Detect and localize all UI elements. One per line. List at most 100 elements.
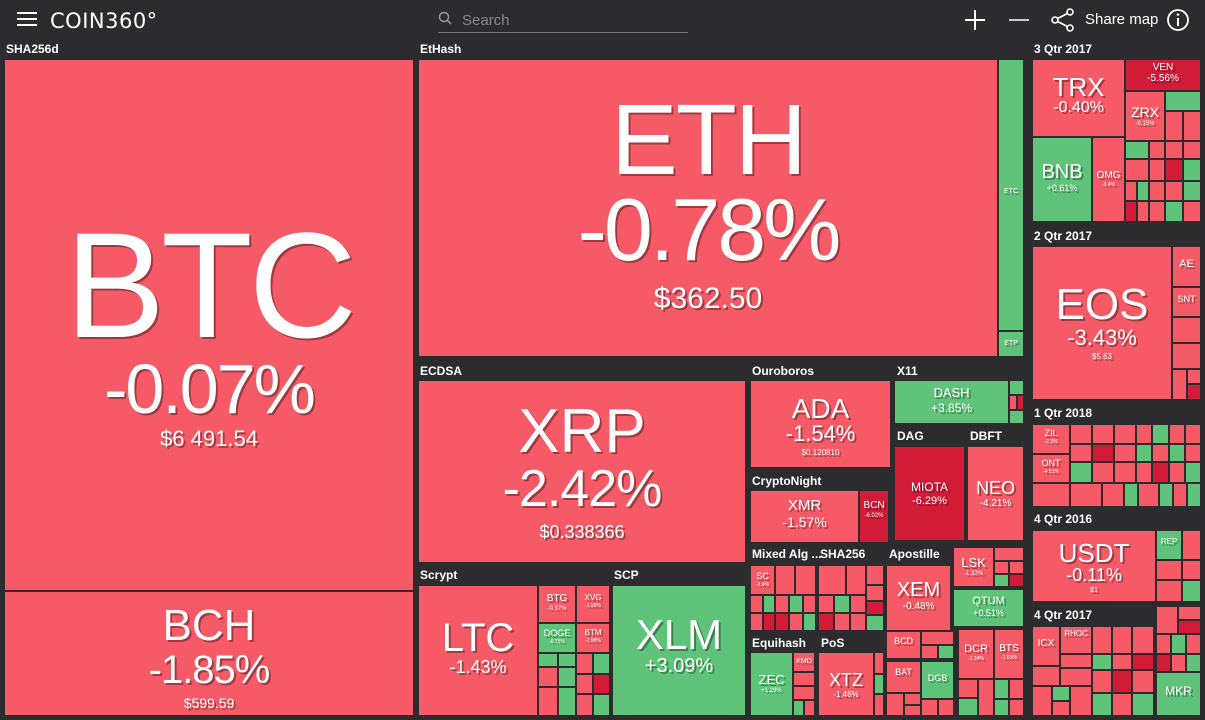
small-coin-tile[interactable] (1092, 444, 1114, 462)
small-coin-tile[interactable] (866, 601, 884, 615)
small-coin-tile[interactable] (1052, 701, 1070, 716)
small-coin-tile[interactable] (850, 595, 866, 613)
small-coin-tile[interactable] (775, 565, 795, 595)
small-coin-tile[interactable] (994, 574, 1009, 587)
small-coin-tile[interactable] (803, 595, 816, 613)
small-coin-tile[interactable] (1183, 111, 1201, 141)
coin-tile-bts[interactable]: BTS -1.53% (994, 629, 1024, 679)
small-coin-tile[interactable] (1149, 201, 1165, 222)
small-coin-tile[interactable] (1152, 444, 1169, 462)
small-coin-tile[interactable] (1070, 686, 1092, 716)
small-coin-tile[interactable] (1183, 159, 1201, 181)
small-coin-tile[interactable] (886, 693, 904, 716)
small-coin-tile[interactable] (1185, 444, 1201, 462)
small-coin-tile[interactable] (874, 674, 884, 694)
small-coin-tile[interactable] (775, 613, 789, 631)
small-coin-tile[interactable] (1149, 181, 1165, 201)
small-coin-tile[interactable] (994, 547, 1024, 561)
small-coin-tile[interactable] (763, 613, 775, 631)
small-coin-tile[interactable] (1169, 424, 1185, 444)
small-coin-tile[interactable] (834, 613, 850, 631)
coin-tile-icx[interactable]: ICX (1032, 626, 1060, 666)
coin-tile-ltc[interactable]: LTC -1.43% (418, 585, 538, 716)
small-coin-tile[interactable] (1183, 141, 1201, 159)
small-coin-tile[interactable] (1187, 483, 1201, 507)
coin-tile-eos[interactable]: EOS -3.43% $5.63 (1032, 246, 1172, 400)
coin-tile-zec[interactable]: ZEC +1.29% (750, 652, 793, 716)
small-coin-tile[interactable] (1125, 201, 1137, 222)
small-coin-tile[interactable] (1173, 483, 1187, 507)
small-coin-tile[interactable] (1114, 462, 1136, 483)
app-logo[interactable]: COIN360° (50, 9, 158, 33)
small-coin-tile[interactable] (1169, 462, 1185, 483)
small-coin-tile[interactable] (1052, 686, 1070, 701)
small-coin-tile[interactable] (1149, 159, 1165, 181)
coin-tile-btm[interactable]: BTM -1.98% (576, 623, 610, 653)
small-coin-tile[interactable] (1070, 424, 1092, 444)
small-coin-tile[interactable] (1070, 462, 1092, 483)
small-coin-tile[interactable] (1178, 620, 1201, 634)
coin-tile-qtum[interactable]: QTUM +0.51% (953, 589, 1024, 627)
small-coin-tile[interactable] (750, 595, 763, 613)
small-coin-tile[interactable] (1114, 444, 1136, 462)
coin-tile-xmr[interactable]: XMR -1.57% (750, 490, 859, 543)
small-coin-tile[interactable] (1183, 201, 1201, 222)
coin-tile-bat[interactable]: BAT (886, 661, 921, 693)
small-coin-tile[interactable] (1172, 317, 1201, 343)
small-coin-tile[interactable] (850, 613, 866, 631)
small-coin-tile[interactable] (1137, 181, 1149, 201)
coin-tile-ont[interactable]: ONT -4.51% (1032, 454, 1070, 483)
small-coin-tile[interactable] (1169, 444, 1185, 462)
small-coin-tile[interactable] (1092, 626, 1112, 654)
small-coin-tile[interactable] (1132, 670, 1154, 693)
coin-tile-mkr[interactable]: MKR (1156, 672, 1201, 716)
coin-tile-rep[interactable]: REP (1156, 530, 1182, 560)
small-coin-tile[interactable] (958, 679, 978, 698)
coin-tile-xtz[interactable]: XTZ -1.46% (818, 652, 874, 716)
small-coin-tile[interactable] (938, 699, 954, 716)
coin-tile-bcd[interactable]: BCD (886, 631, 921, 659)
small-coin-tile[interactable] (1009, 410, 1024, 424)
small-coin-tile[interactable] (804, 700, 815, 716)
small-coin-tile[interactable] (1165, 141, 1183, 159)
small-coin-tile[interactable] (1070, 444, 1092, 462)
coin-tile-snt[interactable]: SNT (1172, 287, 1201, 317)
coin-tile-dash[interactable]: DASH +3.85% (894, 380, 1009, 424)
small-coin-tile[interactable] (1182, 530, 1201, 560)
small-coin-tile[interactable] (818, 565, 846, 595)
small-coin-tile[interactable] (921, 699, 938, 716)
small-coin-tile[interactable] (1112, 693, 1132, 716)
small-coin-tile[interactable] (921, 631, 954, 645)
small-coin-tile[interactable] (1092, 424, 1114, 444)
small-coin-tile[interactable] (1092, 693, 1112, 716)
coin-tile-lsk[interactable]: LSK -1.32% (953, 547, 994, 587)
small-coin-tile[interactable] (1017, 395, 1024, 410)
small-coin-tile[interactable] (1102, 483, 1124, 507)
small-coin-tile[interactable] (1172, 369, 1187, 400)
small-coin-tile[interactable] (793, 672, 815, 686)
small-coin-tile[interactable] (1136, 424, 1152, 444)
small-coin-tile[interactable] (1124, 483, 1138, 507)
small-coin-tile[interactable] (593, 653, 610, 674)
small-coin-tile[interactable] (1132, 693, 1154, 716)
small-coin-tile[interactable] (921, 645, 938, 659)
small-coin-tile[interactable] (1182, 560, 1201, 580)
small-coin-tile[interactable] (1183, 181, 1201, 201)
coin-tile-bnb[interactable]: BNB +0.61% (1032, 137, 1092, 222)
small-coin-tile[interactable] (958, 698, 978, 716)
small-coin-tile[interactable] (1156, 560, 1182, 580)
small-coin-tile[interactable] (1092, 670, 1112, 693)
small-coin-tile[interactable] (1187, 369, 1201, 384)
small-coin-tile[interactable] (1125, 181, 1137, 201)
small-coin-tile[interactable] (1152, 424, 1169, 444)
search-box[interactable] (438, 8, 688, 33)
small-coin-tile[interactable] (866, 585, 884, 601)
small-coin-tile[interactable] (1165, 111, 1183, 141)
small-coin-tile[interactable] (1171, 634, 1186, 654)
small-coin-tile[interactable] (846, 565, 866, 595)
coin-tile-ae[interactable]: AE (1172, 246, 1201, 287)
small-coin-tile[interactable] (1178, 606, 1201, 620)
coin-tile-zil[interactable]: ZIL -2.3% (1032, 424, 1070, 454)
small-coin-tile[interactable] (994, 679, 1009, 699)
small-coin-tile[interactable] (1156, 654, 1171, 672)
